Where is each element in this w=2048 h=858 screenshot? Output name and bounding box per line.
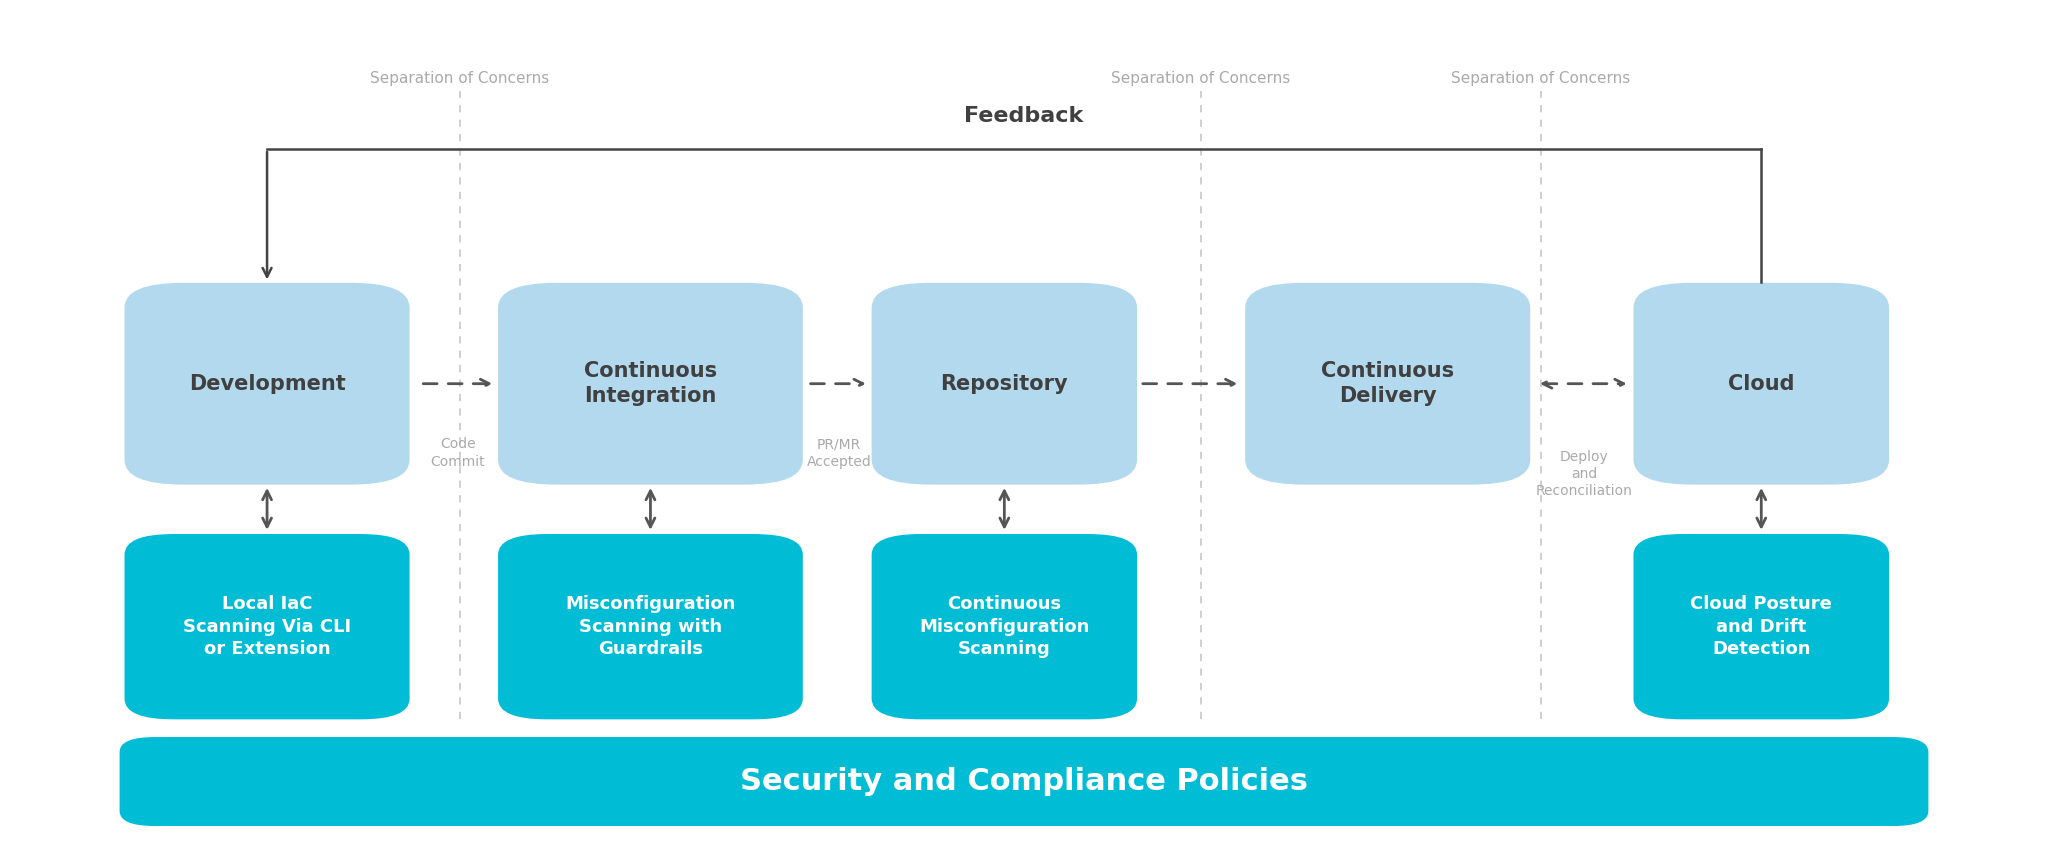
FancyBboxPatch shape xyxy=(1245,283,1530,485)
Text: Deploy
and
Reconciliation: Deploy and Reconciliation xyxy=(1536,450,1632,498)
FancyBboxPatch shape xyxy=(872,534,1137,719)
Text: Continuous
Integration: Continuous Integration xyxy=(584,361,717,406)
Text: Code
Commit: Code Commit xyxy=(430,438,485,468)
FancyBboxPatch shape xyxy=(1634,534,1888,719)
Text: Cloud Posture
and Drift
Detection: Cloud Posture and Drift Detection xyxy=(1690,595,1833,658)
Text: Cloud: Cloud xyxy=(1729,374,1794,394)
Text: Separation of Concerns: Separation of Concerns xyxy=(371,71,549,87)
Text: Local IaC
Scanning Via CLI
or Extension: Local IaC Scanning Via CLI or Extension xyxy=(182,595,350,658)
Text: Continuous
Misconfiguration
Scanning: Continuous Misconfiguration Scanning xyxy=(920,595,1090,658)
FancyBboxPatch shape xyxy=(498,283,803,485)
Text: Development: Development xyxy=(188,374,346,394)
FancyBboxPatch shape xyxy=(1634,283,1888,485)
FancyBboxPatch shape xyxy=(872,283,1137,485)
Text: PR/MR
Accepted: PR/MR Accepted xyxy=(807,438,872,468)
FancyBboxPatch shape xyxy=(125,534,410,719)
FancyBboxPatch shape xyxy=(125,283,410,485)
Text: Feedback: Feedback xyxy=(965,106,1083,126)
Text: Security and Compliance Policies: Security and Compliance Policies xyxy=(739,767,1309,796)
Text: Continuous
Delivery: Continuous Delivery xyxy=(1321,361,1454,406)
Text: Misconfiguration
Scanning with
Guardrails: Misconfiguration Scanning with Guardrail… xyxy=(565,595,735,658)
Text: Separation of Concerns: Separation of Concerns xyxy=(1112,71,1290,87)
Text: Separation of Concerns: Separation of Concerns xyxy=(1452,71,1630,87)
Text: Repository: Repository xyxy=(940,374,1069,394)
FancyBboxPatch shape xyxy=(498,534,803,719)
FancyBboxPatch shape xyxy=(119,737,1929,826)
